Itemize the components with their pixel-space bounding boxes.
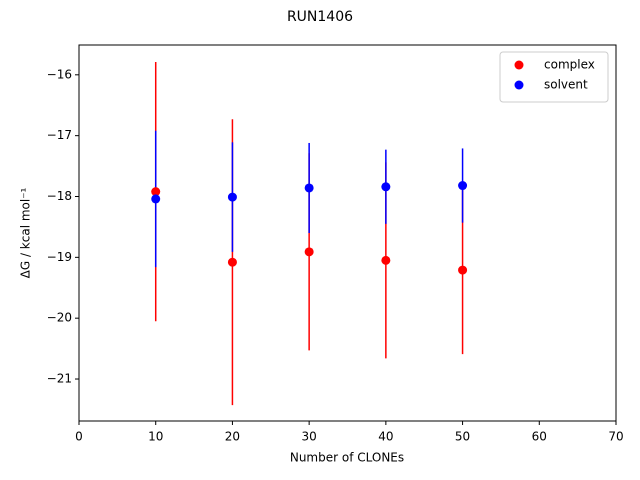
legend: complex solvent — [499, 51, 609, 103]
y-tick-label: −21 — [47, 372, 72, 386]
x-tick-label: 40 — [378, 430, 393, 444]
point — [458, 181, 468, 191]
point — [304, 183, 314, 193]
point — [381, 182, 391, 192]
x-tick-label: 60 — [532, 430, 547, 444]
point — [227, 257, 237, 267]
x-axis-label: Number of CLONEs — [290, 451, 404, 465]
point — [304, 247, 314, 257]
y-tick-label: −20 — [47, 311, 72, 325]
x-tick-label: 50 — [455, 430, 470, 444]
legend-box — [499, 51, 609, 103]
chart-title: RUN1406 — [287, 9, 353, 25]
point — [227, 192, 237, 202]
legend-marker — [514, 80, 524, 90]
point — [458, 265, 468, 275]
legend-marker — [514, 60, 524, 70]
legend-label: solvent — [544, 78, 588, 92]
x-tick-label: 30 — [302, 430, 317, 444]
point — [151, 187, 161, 197]
point — [381, 255, 391, 265]
point — [151, 194, 161, 204]
y-tick-label: −16 — [47, 67, 72, 81]
y-tick-label: −18 — [47, 189, 72, 203]
y-tick-label: −17 — [47, 128, 72, 142]
plot-frame — [78, 44, 617, 422]
x-tick-label: 10 — [148, 430, 163, 444]
x-tick-label: 0 — [75, 430, 83, 444]
y-tick-label: −19 — [47, 250, 72, 264]
x-tick-label: 20 — [225, 430, 240, 444]
y-axis-label: ΔG / kcal mol⁻¹ — [19, 187, 33, 278]
legend-label: complex — [544, 58, 595, 72]
x-tick-label: 70 — [608, 430, 623, 444]
